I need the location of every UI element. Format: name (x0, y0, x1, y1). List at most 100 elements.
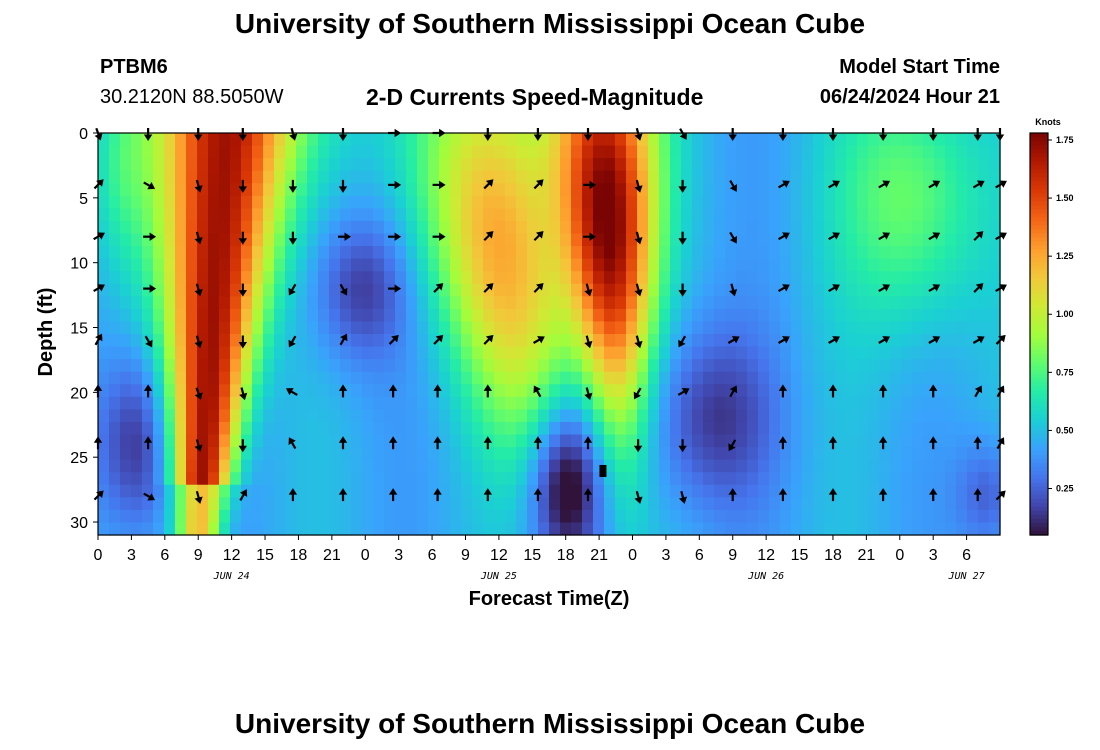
heat-cell (109, 296, 121, 310)
heat-cell (736, 447, 748, 461)
heat-cell (417, 233, 429, 247)
heat-cell (461, 421, 473, 436)
heat-cell (153, 208, 165, 222)
heat-cell (769, 359, 781, 373)
heat-cell (208, 434, 220, 448)
heat-cell (274, 246, 286, 260)
current-arrow (728, 439, 737, 452)
heat-cell (362, 371, 374, 385)
heat-cell (208, 220, 220, 235)
colorbar-swatch (1030, 237, 1048, 243)
heat-cell (538, 145, 550, 159)
heat-cell (901, 258, 913, 272)
heat-cell (483, 195, 495, 209)
heat-cell (461, 409, 473, 423)
heat-cell (516, 296, 528, 310)
arrow-head (238, 134, 247, 141)
heat-cell (912, 258, 924, 272)
heat-cell (450, 321, 462, 335)
heat-cell (901, 296, 913, 310)
heat-cell (208, 447, 220, 461)
heat-cell (714, 409, 726, 423)
heat-cell (296, 195, 308, 209)
heat-cell (593, 321, 605, 335)
heat-cell (890, 170, 902, 184)
colorbar-swatch (1030, 297, 1048, 303)
heat-cell (989, 497, 1001, 511)
heat-cell (791, 509, 803, 524)
heat-cell (758, 421, 770, 436)
heat-cell (307, 183, 319, 197)
heat-cell (351, 321, 363, 335)
heat-cell (296, 434, 308, 448)
heat-cell (912, 346, 924, 360)
arrow-head (485, 334, 494, 343)
heat-cell (934, 321, 946, 335)
heat-cell (868, 158, 880, 172)
heat-cell (648, 334, 660, 348)
heat-cell (109, 421, 121, 436)
heat-cell (318, 246, 330, 260)
heat-cell (780, 258, 792, 272)
heat-cell (659, 384, 671, 398)
heat-cell (978, 421, 990, 436)
current-arrow (338, 232, 351, 241)
heat-cell (450, 195, 462, 209)
heat-cell (505, 497, 517, 511)
heat-cell (879, 145, 891, 159)
arrow-head (238, 342, 247, 349)
heat-cell (571, 195, 583, 209)
heat-cell (329, 484, 341, 498)
heat-cell (648, 246, 660, 260)
heat-cell (857, 296, 869, 310)
heat-cell (285, 321, 297, 335)
heat-cell (98, 371, 110, 385)
heat-cell (725, 359, 737, 373)
heat-cell (406, 359, 418, 373)
current-arrow (288, 335, 297, 348)
heat-cell (538, 484, 550, 498)
heat-cell (978, 321, 990, 335)
current-arrow (584, 335, 593, 349)
heat-cell (978, 208, 990, 222)
heat-cell (329, 183, 341, 197)
heat-cell (153, 334, 165, 348)
y-tick-label: 20 (70, 385, 88, 402)
heat-cell (802, 145, 814, 159)
heat-cell (692, 497, 704, 511)
x-tick-label: 6 (160, 547, 169, 564)
heat-cell (780, 396, 792, 410)
heat-cell (571, 522, 583, 536)
heat-cell (901, 208, 913, 222)
heat-cell (604, 271, 616, 285)
heat-cell (318, 258, 330, 272)
heat-cell (395, 396, 407, 410)
heat-cell (494, 220, 506, 235)
heat-cell (648, 308, 660, 323)
heat-cell (593, 133, 605, 147)
heat-cell (329, 522, 341, 536)
heat-cell (197, 484, 209, 498)
heat-cell (98, 246, 110, 260)
heat-cell (164, 396, 176, 410)
arrow-head (288, 339, 296, 348)
heat-cell (802, 133, 814, 147)
heat-cell (923, 208, 935, 222)
heat-cell (527, 321, 539, 335)
heat-cell (538, 258, 550, 272)
heat-cell (945, 522, 957, 536)
heat-cell (912, 246, 924, 260)
heat-cell (318, 334, 330, 348)
heat-cell (252, 233, 264, 247)
colorbar-swatch (1030, 233, 1048, 239)
heat-cell (241, 497, 253, 511)
heat-cell (384, 509, 396, 524)
heat-cell (406, 308, 418, 323)
heat-cell (582, 145, 594, 159)
heat-cell (494, 145, 506, 159)
heat-cell (219, 396, 231, 410)
heat-cell (494, 472, 506, 486)
heat-cell (736, 220, 748, 235)
heat-cell (483, 145, 495, 159)
arrow-head (483, 436, 492, 443)
